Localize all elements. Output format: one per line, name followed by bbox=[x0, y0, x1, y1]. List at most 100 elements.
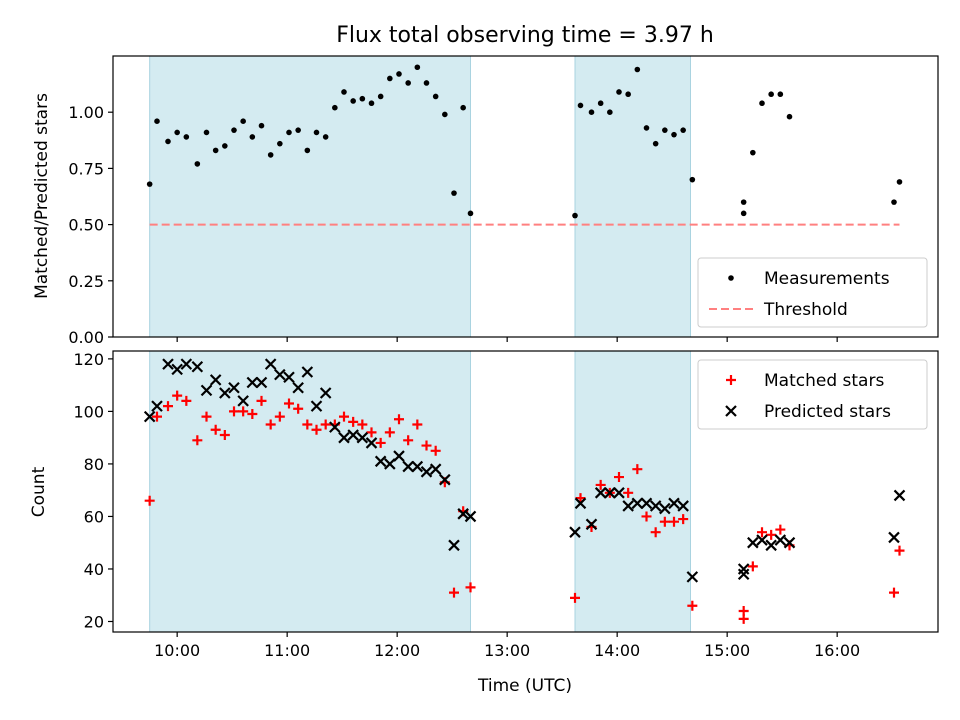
predicted-star-point bbox=[301, 366, 314, 378]
measurement-point bbox=[689, 176, 696, 183]
matched-star-point bbox=[284, 398, 294, 409]
measurement-point bbox=[896, 179, 903, 185]
measurement-point bbox=[368, 100, 375, 107]
measurement-point bbox=[359, 95, 366, 102]
measurement-point bbox=[405, 80, 411, 86]
legend-label: Threshold bbox=[763, 300, 848, 320]
predicted-star-point bbox=[171, 363, 183, 376]
predicted-star-point bbox=[246, 376, 259, 389]
measurement-point bbox=[165, 138, 171, 145]
y-tick-label: 100 bbox=[73, 402, 104, 421]
predicted-star-point bbox=[162, 358, 174, 370]
measurement-point bbox=[643, 125, 650, 131]
measurement-point bbox=[423, 80, 430, 86]
matched-star-point bbox=[210, 424, 221, 435]
matched-star-point bbox=[632, 464, 643, 475]
predicted-star-point bbox=[613, 487, 625, 499]
predicted-star-point bbox=[439, 473, 451, 486]
predicted-star-point bbox=[686, 571, 699, 583]
predicted-star-point bbox=[677, 500, 689, 512]
predicted-star-point bbox=[347, 429, 359, 441]
matched-star-point bbox=[293, 403, 304, 414]
matched-star-point bbox=[181, 395, 192, 406]
predicted-star-point bbox=[585, 518, 598, 531]
measurement-point bbox=[231, 127, 237, 133]
predicted-star-point bbox=[747, 536, 759, 549]
matched-star-point bbox=[311, 424, 322, 435]
measurement-point bbox=[740, 199, 747, 205]
measurement-point bbox=[671, 131, 677, 138]
predicted-star-point bbox=[384, 458, 396, 470]
y-tick-label: 0.75 bbox=[68, 159, 104, 178]
x-tick-label: 16:00 bbox=[814, 641, 860, 660]
predicted-star-point bbox=[180, 358, 193, 370]
measurement-point bbox=[616, 89, 622, 95]
measurement-point bbox=[588, 109, 595, 115]
measurement-point bbox=[277, 140, 283, 147]
predicted-star-point bbox=[774, 534, 787, 546]
measurement-point bbox=[295, 127, 301, 133]
matched-star-point bbox=[274, 411, 285, 422]
measurement-point bbox=[662, 127, 668, 133]
matched-star-point bbox=[430, 445, 441, 456]
measurement-point bbox=[750, 149, 756, 156]
ratio-panel: 0.00 0.25 0.50 0.75 1.00 Measurements Threshol… bbox=[68, 55, 939, 347]
measurement-point bbox=[577, 102, 584, 109]
predicted-star-point bbox=[594, 487, 607, 499]
measurement-point bbox=[332, 104, 338, 111]
predicted-star-point bbox=[574, 497, 587, 510]
x-tick-label: 12:00 bbox=[374, 641, 420, 660]
axes-frame bbox=[112, 350, 939, 633]
matched-star-point bbox=[659, 516, 670, 527]
predicted-star-point bbox=[319, 387, 332, 399]
predicted-star-point bbox=[569, 526, 581, 538]
matched-star-point bbox=[412, 419, 423, 430]
matched-star-point bbox=[265, 419, 276, 430]
predicted-star-point bbox=[402, 460, 414, 473]
matched-star-point bbox=[339, 411, 349, 422]
ratio-y-axis-label: Matched/Predicted stars bbox=[32, 93, 52, 299]
matched-star-point bbox=[219, 430, 230, 441]
x-tick-label: 11:00 bbox=[264, 641, 310, 660]
predicted-star-point bbox=[765, 539, 777, 552]
y-tick-label: 20 bbox=[84, 612, 104, 631]
predicted-star-point bbox=[659, 502, 671, 515]
matched-star-point bbox=[449, 587, 459, 598]
legend-marker bbox=[725, 405, 737, 417]
matched-star-point bbox=[738, 613, 749, 624]
predicted-star-point bbox=[228, 381, 240, 394]
observing-interval-band bbox=[149, 55, 472, 338]
predicted-star-point bbox=[365, 437, 378, 449]
legend-marker bbox=[728, 275, 734, 281]
matched-star-point bbox=[889, 587, 899, 598]
matched-star-point bbox=[421, 440, 432, 451]
y-tick-label: 0.25 bbox=[68, 272, 104, 291]
matched-star-point bbox=[163, 401, 173, 412]
matched-star-point bbox=[348, 416, 359, 427]
predicted-star-point bbox=[457, 508, 469, 520]
matched-star-point bbox=[775, 524, 786, 535]
predicted-star-point bbox=[737, 568, 750, 581]
matched-star-point bbox=[570, 592, 580, 603]
measurement-point bbox=[377, 93, 384, 100]
legend-label: Matched stars bbox=[764, 371, 884, 391]
matched-star-point bbox=[757, 527, 767, 538]
measurement-point bbox=[432, 93, 439, 100]
predicted-star-point bbox=[604, 487, 616, 499]
predicted-star-point bbox=[191, 360, 204, 373]
measurement-point bbox=[467, 210, 474, 217]
matched-star-point bbox=[144, 495, 155, 506]
measurement-point bbox=[146, 181, 153, 187]
y-tick-label: 1.00 bbox=[68, 103, 104, 122]
matched-star-point bbox=[403, 435, 414, 446]
predicted-star-point bbox=[411, 460, 424, 473]
measurement-point bbox=[322, 134, 329, 140]
matched-star-point bbox=[375, 437, 386, 448]
y-tick-label: 40 bbox=[84, 560, 104, 579]
measurement-point bbox=[194, 161, 201, 167]
matched-star-point bbox=[320, 419, 331, 430]
chart-title: Flux total observing time = 3.97 h bbox=[336, 23, 714, 48]
measurement-point bbox=[387, 75, 393, 82]
measurement-point bbox=[777, 91, 784, 98]
x-tick-label: 13:00 bbox=[484, 641, 530, 660]
